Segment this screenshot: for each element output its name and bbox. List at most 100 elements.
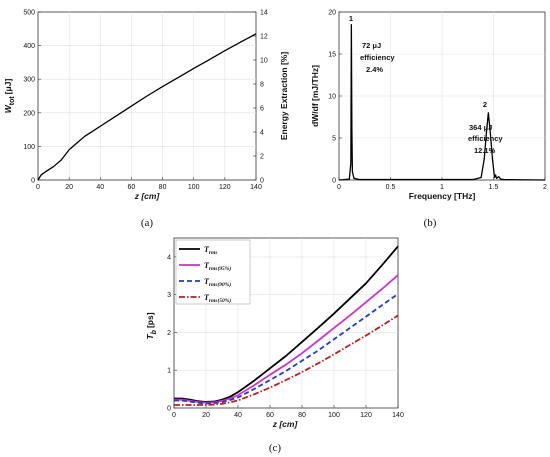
y-tick-label: 10 — [328, 94, 336, 101]
x-tick-label: 120 — [360, 412, 372, 419]
panel-a-series — [37, 33, 257, 181]
x-tick-label: 0 — [36, 184, 40, 191]
y2-tick-label: 6 — [260, 106, 264, 113]
y-tick-label: 0 — [167, 406, 171, 413]
y2-tick-label: 4 — [260, 130, 264, 137]
panel-c: 0 20 40 60 80 100 120 140 0 1 2 3 4 z [cm] Tb[ps] Tr… — [145, 237, 404, 454]
series-line-a-0 — [37, 33, 257, 181]
legend-entry-trms95: Trms(95%) — [179, 261, 231, 272]
legend-entry-trms50: Trms(50%) — [179, 293, 231, 304]
peak2-energy: 364 μJ — [469, 123, 492, 132]
panel-b-ylabel: dW/df [mJ/THz] — [310, 65, 320, 127]
peak1-efficiency-value: 2.4% — [366, 65, 383, 74]
x-tick-label: 0 — [172, 412, 176, 419]
x-tick-label: 140 — [250, 184, 262, 191]
panel-a-ylabel-unit: [μJ] — [3, 79, 13, 95]
y2-tick-label: 12 — [260, 34, 268, 41]
y-tick-label: 1 — [167, 368, 171, 375]
svg-text:Trms: Trms — [204, 245, 217, 256]
legend-trms95-main: T — [204, 261, 210, 270]
x-tick-label: 100 — [188, 184, 200, 191]
panel-a-caption: (a) — [141, 217, 154, 229]
peak2-label: 2 — [483, 100, 487, 109]
panel-b-series — [338, 23, 546, 181]
legend-trms-sub: rms — [209, 250, 218, 256]
y-tick-label: 15 — [328, 52, 336, 59]
panel-a-grid — [38, 12, 256, 180]
y-tick-label: 200 — [23, 110, 35, 117]
x-tick-label: 40 — [96, 184, 104, 191]
panel-a-y2label: Energy Extraction [%] — [279, 52, 289, 140]
x-tick-label: 80 — [159, 184, 167, 191]
svg-text:Trms(50%): Trms(50%) — [204, 293, 231, 304]
panel-a-ylabel-sub: tot — [9, 96, 16, 106]
x-tick-label: 1.5 — [489, 184, 499, 191]
panel-c-ylabel-unit: [ps] — [145, 312, 155, 328]
series-line-b-0 — [338, 23, 546, 181]
y-tick-label: 3 — [167, 292, 171, 299]
y2-tick-label: 0 — [260, 178, 264, 185]
x-tick-label: 0.5 — [386, 184, 396, 191]
y-tick-label: 300 — [23, 77, 35, 84]
series-line-c-2 — [174, 293, 399, 405]
peak1-efficiency-label: efficiency — [360, 53, 395, 62]
peak2-efficiency-label: efficiency — [468, 134, 503, 143]
y2-tick-label: 10 — [260, 58, 268, 65]
x-tick-label: 100 — [328, 412, 340, 419]
panel-c-caption: (c) — [269, 442, 282, 454]
y-tick-label: 2 — [167, 330, 171, 337]
y-tick-label: 0 — [31, 178, 35, 185]
y-tick-label: 500 — [23, 10, 35, 17]
panel-a-ticks: 0 20 40 60 80 100 120 1400100200300400500024681… — [23, 10, 268, 192]
y2-tick-label: 2 — [260, 154, 264, 161]
peak1-label: 1 — [349, 14, 353, 23]
panel-c-ylabel-sub: b — [151, 329, 158, 334]
legend-entry-trms90: Trms(90%) — [179, 277, 231, 288]
legend-trms50-main: T — [204, 293, 210, 302]
panel-c-xlabel: z [cm] — [272, 419, 299, 429]
panel-a-ylabel: Wtot[μJ] — [3, 79, 16, 114]
y2-tick-label: 8 — [260, 82, 264, 89]
panel-b-caption: (b) — [424, 217, 437, 229]
peak2-efficiency-value: 12.1% — [474, 146, 496, 155]
panel-c-ylabel: Tb[ps] — [145, 312, 158, 339]
x-tick-label: 20 — [202, 412, 210, 419]
peak1-energy: 72 μJ — [362, 41, 381, 50]
y-tick-label: 20 — [328, 10, 336, 17]
panel-c-ylabel-main: T — [145, 334, 155, 340]
legend-trms90-sub: rms — [209, 282, 218, 288]
x-tick-label: 2 — [543, 184, 547, 191]
panel-c-ticks: 0 20 40 60 80 100 120 140 0 1 2 3 4 — [167, 254, 404, 419]
x-tick-label: 140 — [392, 412, 404, 419]
legend-trms-main: T — [204, 245, 210, 254]
panel-a: 0 20 40 60 80 100 120 1400100200300400500024681… — [3, 10, 289, 230]
panel-c-series — [174, 245, 399, 406]
x-tick-label: 120 — [219, 184, 231, 191]
panel-c-legend: Trms Trms(95%) Trms(90%) Trms(50%) — [175, 239, 251, 305]
series-line-c-3 — [174, 314, 399, 406]
y-tick-label: 0 — [332, 178, 336, 185]
panel-b-xlabel: Frequency [THz] — [409, 191, 476, 201]
x-tick-label: 1 — [440, 184, 444, 191]
x-tick-label: 80 — [298, 412, 306, 419]
x-tick-label: 20 — [65, 184, 73, 191]
y-tick-label: 400 — [23, 43, 35, 50]
legend-box — [175, 239, 251, 305]
legend-trms90-main: T — [204, 277, 210, 286]
panel-a-xlabel: z [cm] — [134, 191, 161, 201]
x-tick-label: 60 — [128, 184, 136, 191]
y-tick-label: 100 — [23, 144, 35, 151]
svg-text:Trms(90%): Trms(90%) — [204, 277, 231, 288]
legend-entry-trms: Trms — [179, 245, 217, 256]
legend-trms50-sub: rms — [209, 298, 218, 304]
svg-text:Wtot[μJ]: Wtot[μJ] — [3, 79, 16, 114]
x-tick-label: 60 — [266, 412, 274, 419]
y-tick-label: 5 — [332, 136, 336, 143]
svg-text:Tb[ps]: Tb[ps] — [145, 312, 158, 339]
y-tick-label: 4 — [167, 254, 171, 261]
x-tick-label: 40 — [234, 412, 242, 419]
panel-b-grid — [339, 12, 545, 180]
